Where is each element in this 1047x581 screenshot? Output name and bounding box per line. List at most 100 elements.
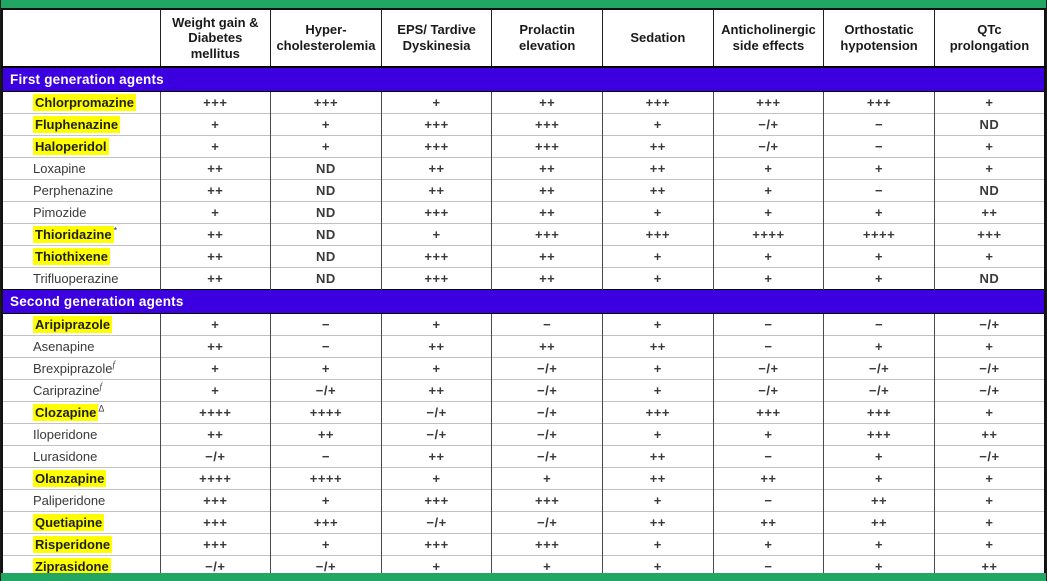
section-header-row: First generation agents <box>2 66 1045 92</box>
drug-name-cell: Thiothixene <box>2 245 160 268</box>
table-row: Olanzapine ++++ ++++ + + ++ ++ + + <box>2 467 1045 490</box>
rating-cell: + <box>823 267 935 290</box>
drug-name-cell: Chlorpromazine <box>2 91 160 114</box>
rating-cell: ++ <box>159 267 271 290</box>
rating-cell: −/+ <box>933 313 1045 336</box>
rating-cell: ++++ <box>823 223 935 246</box>
rating-cell: + <box>933 401 1045 424</box>
rating-cell: ++ <box>270 423 382 446</box>
drug-name-highlighted: Haloperidol <box>33 138 109 155</box>
rating-cell: ++ <box>823 511 935 534</box>
rating-cell: +++ <box>159 533 271 556</box>
drug-name-superscript: * <box>113 225 118 236</box>
table-body: First generation agents Chlorpromazine +++… <box>2 66 1045 573</box>
rating-cell: +++ <box>491 489 603 512</box>
drug-name-highlighted: Thiothixene <box>33 248 110 265</box>
rating-cell: +++ <box>159 91 271 114</box>
rating-cell: ++ <box>159 179 271 202</box>
rating-cell: + <box>933 245 1045 268</box>
drug-name-highlighted: Risperidone <box>33 536 113 553</box>
drug-name-highlighted: Olanzapine <box>33 470 107 487</box>
table-row: Thiothixene ++ ND +++ ++ + + + + <box>2 245 1045 268</box>
rating-cell: + <box>159 113 271 136</box>
drug-name-cell: Brexpiprazolef <box>2 357 160 380</box>
table-row: Clozapine Δ ++++ ++++ −/+ −/+ +++ +++ +++ + <box>2 401 1045 424</box>
rating-cell: + <box>933 135 1045 158</box>
rating-cell: + <box>823 335 935 358</box>
drug-name-cell: Trifluoperazine <box>2 267 160 290</box>
rating-cell: −/+ <box>712 135 824 158</box>
drug-name-cell: Risperidone <box>2 533 160 556</box>
drug-name-cell: Olanzapine <box>2 467 160 490</box>
drug-name: Loxapine <box>33 161 86 176</box>
rating-cell: ++ <box>602 135 714 158</box>
rating-cell: ++ <box>823 489 935 512</box>
rating-cell: + <box>380 555 492 573</box>
drug-name: Pimozide <box>33 205 87 220</box>
rating-cell: +++ <box>380 267 492 290</box>
rating-cell: +++ <box>491 223 603 246</box>
rating-cell: −/+ <box>491 511 603 534</box>
rating-cell: ND <box>933 267 1045 290</box>
column-header: Prolactin elevation <box>491 9 603 68</box>
rating-cell: −/+ <box>712 379 824 402</box>
drug-name: Iloperidone <box>33 427 98 442</box>
drug-name-cell: Perphenazine <box>2 179 160 202</box>
rating-cell: + <box>933 157 1045 180</box>
rating-cell: + <box>823 467 935 490</box>
rating-cell: +++ <box>380 135 492 158</box>
rating-cell: + <box>602 357 714 380</box>
drug-name-cell: Fluphenazine <box>2 113 160 136</box>
table-row: Lurasidone −/+ − ++ −/+ ++ − + −/+ <box>2 445 1045 468</box>
rating-cell: + <box>270 533 382 556</box>
rating-cell: ++++ <box>159 467 271 490</box>
antipsychotic-side-effects-table: Weight gain & Diabetes mellitus Hyper-cho… <box>1 8 1046 573</box>
rating-cell: −/+ <box>491 401 603 424</box>
rating-cell: ++++ <box>270 467 382 490</box>
drug-name-superscript: f <box>99 381 102 392</box>
rating-cell: + <box>602 379 714 402</box>
rating-cell: ++ <box>933 555 1045 573</box>
rating-cell: +++ <box>380 113 492 136</box>
table-row: Brexpiprazolef + + + −/+ + −/+ −/+ −/+ <box>2 357 1045 380</box>
rating-cell: + <box>602 555 714 573</box>
rating-cell: +++ <box>933 223 1045 246</box>
column-header: Weight gain & Diabetes mellitus <box>159 9 271 68</box>
table-row: Ziprasidone −/+ −/+ + + + − + ++ <box>2 555 1045 573</box>
rating-cell: ++ <box>491 91 603 114</box>
rating-cell: −/+ <box>380 423 492 446</box>
rating-cell: + <box>159 379 271 402</box>
table-row: Trifluoperazine ++ ND +++ ++ + + + ND <box>2 267 1045 290</box>
rating-cell: + <box>823 445 935 468</box>
table-row: Loxapine ++ ND ++ ++ ++ + + + <box>2 157 1045 180</box>
rating-cell: ++++ <box>159 401 271 424</box>
drug-name-superscript: Δ <box>98 403 105 414</box>
top-accent-bar <box>1 0 1046 8</box>
rating-cell: + <box>712 179 824 202</box>
column-header: Anticholinergic side effects <box>712 9 824 68</box>
rating-cell: + <box>270 113 382 136</box>
rating-cell: + <box>380 357 492 380</box>
table-row: Fluphenazine + + +++ +++ + −/+ − ND <box>2 113 1045 136</box>
rating-cell: −/+ <box>823 357 935 380</box>
rating-cell: ND <box>270 157 382 180</box>
rating-cell: + <box>933 91 1045 114</box>
drug-name-highlighted: Thioridazine <box>33 226 114 243</box>
drug-name: Lurasidone <box>33 449 98 464</box>
rating-cell: ++ <box>491 245 603 268</box>
rating-cell: + <box>270 489 382 512</box>
drug-name-cell: Aripiprazole <box>2 313 160 336</box>
rating-cell: − <box>491 313 603 336</box>
rating-cell: + <box>491 467 603 490</box>
table-row: Cariprazinef + −/+ ++ −/+ + −/+ −/+ −/+ <box>2 379 1045 402</box>
rating-cell: ++++ <box>712 223 824 246</box>
rating-cell: ++ <box>159 335 271 358</box>
rating-cell: − <box>270 445 382 468</box>
column-header: EPS/ Tardive Dyskinesia <box>380 9 492 68</box>
rating-cell: ND <box>270 245 382 268</box>
rating-cell: ND <box>933 113 1045 136</box>
bottom-accent-bar <box>1 573 1046 581</box>
rating-cell: ++ <box>602 467 714 490</box>
table-row: Asenapine ++ − ++ ++ ++ − + + <box>2 335 1045 358</box>
